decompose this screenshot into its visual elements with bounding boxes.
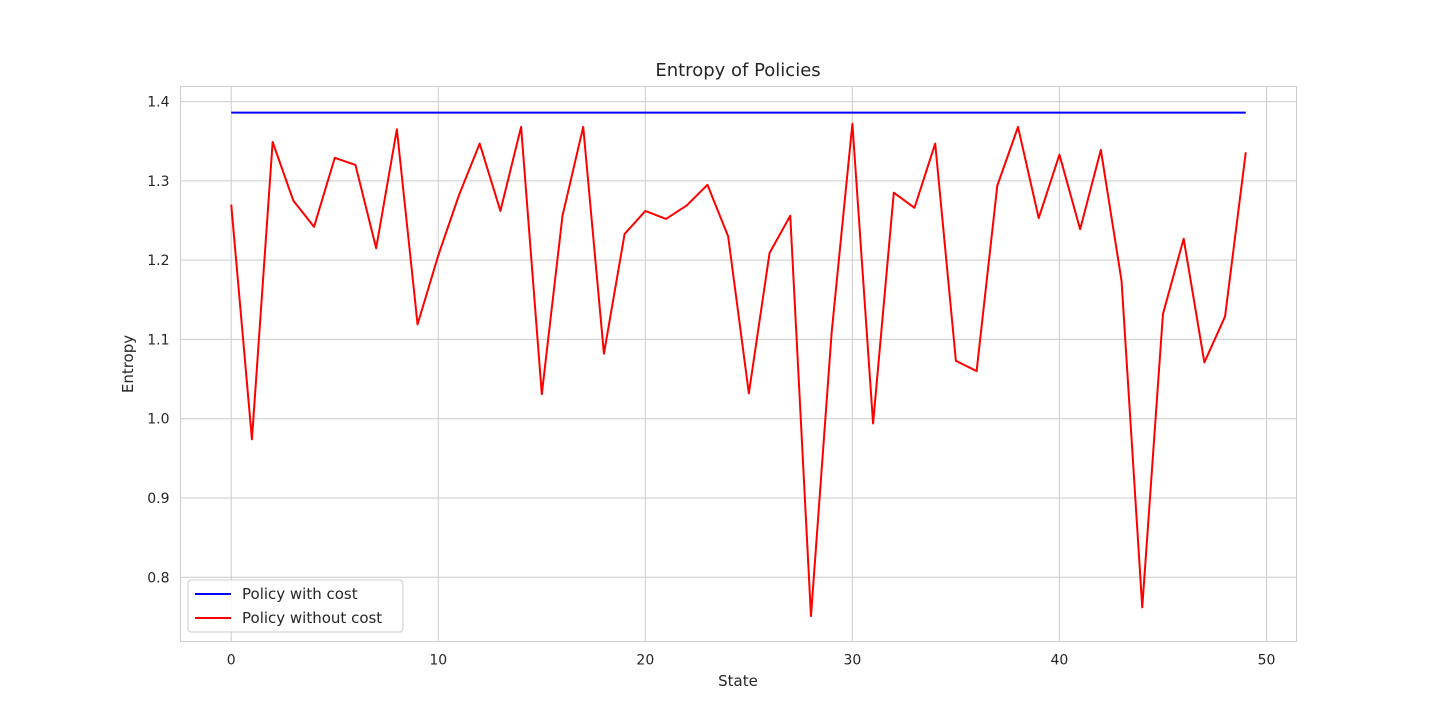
plot-frame	[180, 86, 1297, 642]
y-tick-label: 0.8	[147, 570, 169, 586]
chart-title: Entropy of Policies	[655, 60, 820, 81]
series-line-without-cost	[230, 122, 1247, 618]
y-tick-label: 0.9	[147, 491, 169, 507]
x-tick-label: 20	[636, 653, 654, 669]
x-axis-label: State	[718, 672, 758, 690]
legend-box	[187, 579, 404, 633]
y-axis-label: Entropy	[119, 335, 137, 393]
x-tick-label: 30	[843, 653, 861, 669]
y-tick-label: 1.2	[147, 253, 169, 269]
series-lines	[230, 111, 1247, 618]
x-tick-label: 0	[227, 653, 236, 669]
y-tick-label: 1.3	[147, 174, 169, 190]
x-tick-label: 50	[1258, 653, 1276, 669]
y-tick-label: 1.0	[147, 412, 169, 428]
grid-lines	[180, 86, 1297, 642]
legend: Policy with cost Policy without cost	[187, 579, 404, 633]
legend-label-with-cost: Policy with cost	[242, 585, 358, 603]
y-tick-label: 1.1	[147, 332, 169, 348]
x-tick-label: 40	[1051, 653, 1069, 669]
x-tick-label: 10	[429, 653, 447, 669]
x-tick-labels: 0 10 20 30 40 50	[227, 653, 1276, 669]
legend-label-without-cost: Policy without cost	[242, 609, 382, 627]
y-tick-labels: 0.8 0.9 1.0 1.1 1.2 1.3 1.4	[147, 95, 169, 587]
y-tick-label: 1.4	[147, 95, 169, 111]
